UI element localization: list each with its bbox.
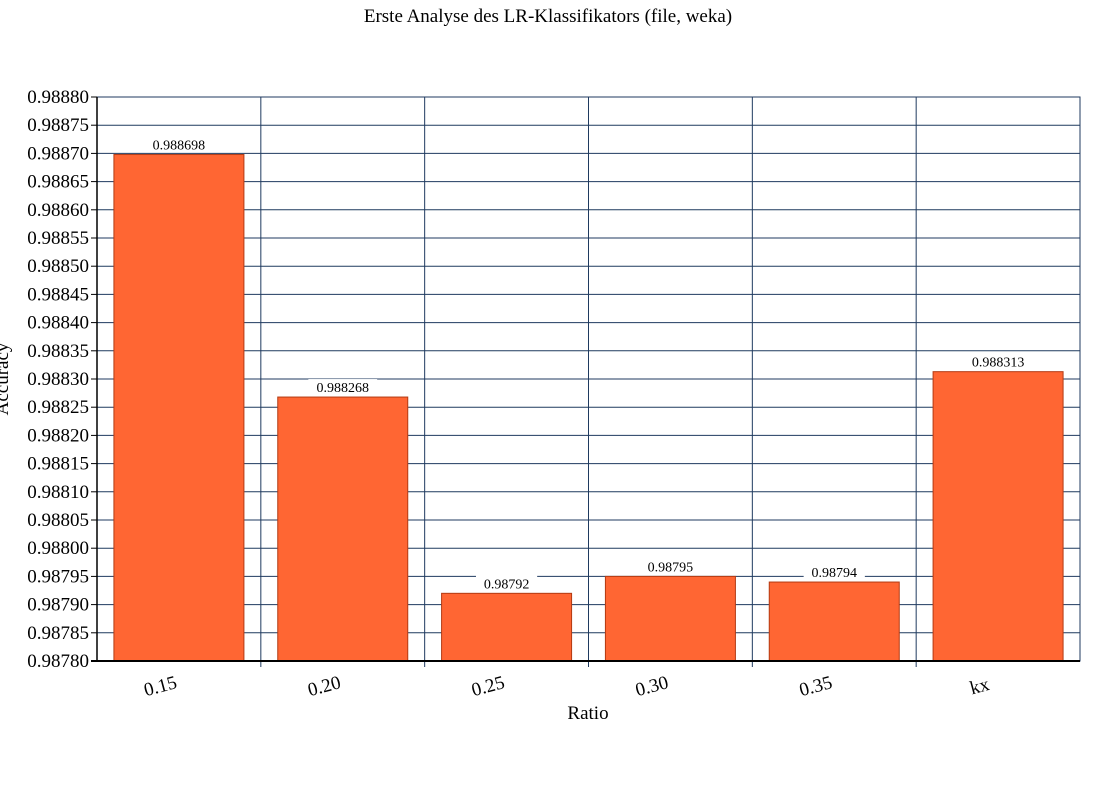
data-label: 0.988313 bbox=[972, 356, 1025, 371]
x-tick-label: 0.35 bbox=[797, 672, 835, 701]
data-label-bg bbox=[475, 575, 538, 592]
y-tick-label: 0.98880 bbox=[27, 87, 89, 108]
y-tick-label: 0.98815 bbox=[27, 454, 89, 475]
y-tick-label: 0.98805 bbox=[27, 510, 89, 531]
bar bbox=[277, 396, 409, 662]
y-tick-label: 0.98860 bbox=[27, 200, 89, 221]
x-axis-label: Ratio bbox=[567, 703, 608, 724]
x-tick-labels: 0.15 0.20 0.25 0.30 0.35 kx bbox=[142, 672, 992, 701]
y-tick-labels: 0.98780 0.98785 0.98790 0.98795 0.98800 0.988… bbox=[27, 87, 89, 672]
y-axis-label: Accuracy bbox=[0, 342, 13, 415]
data-label-bg bbox=[963, 353, 1033, 370]
data-label-bg bbox=[639, 558, 702, 575]
y-tick-label: 0.98795 bbox=[27, 566, 89, 587]
y-tick-label: 0.98780 bbox=[27, 651, 89, 672]
y-tick-label: 0.98820 bbox=[27, 425, 89, 446]
y-tick-label: 0.98825 bbox=[27, 397, 89, 418]
bar bbox=[932, 371, 1064, 662]
y-tick-label: 0.98865 bbox=[27, 172, 89, 193]
data-label: 0.988268 bbox=[317, 381, 370, 396]
x-tick-label: 0.30 bbox=[633, 672, 671, 701]
y-tick-label: 0.98830 bbox=[27, 369, 89, 390]
bar bbox=[113, 154, 245, 662]
x-tick-label: 0.25 bbox=[469, 672, 507, 701]
data-label-bg bbox=[144, 136, 214, 153]
chart-title: Erste Analyse des LR-Klassifikators (fil… bbox=[364, 6, 732, 27]
x-tick-label: 0.20 bbox=[306, 672, 344, 701]
x-tick-label: kx bbox=[968, 674, 992, 699]
x-tick-label: 0.15 bbox=[142, 672, 180, 701]
data-label: 0.98792 bbox=[484, 577, 530, 592]
data-label: 0.98795 bbox=[648, 560, 694, 575]
y-tick-label: 0.98875 bbox=[27, 115, 89, 136]
y-tick-label: 0.98785 bbox=[27, 623, 89, 644]
grid-lines bbox=[96, 96, 1081, 667]
bar bbox=[768, 581, 900, 662]
y-tick-label: 0.98800 bbox=[27, 538, 89, 559]
y-tick-label: 0.98810 bbox=[27, 482, 89, 503]
data-label: 0.98794 bbox=[812, 566, 858, 581]
data-label-bg bbox=[308, 379, 378, 396]
y-tick-label: 0.98850 bbox=[27, 256, 89, 277]
data-label-bg bbox=[803, 564, 865, 581]
data-label: 0.988698 bbox=[153, 139, 206, 154]
y-tick-label: 0.98790 bbox=[27, 595, 89, 616]
bar bbox=[604, 575, 736, 662]
y-tick-label: 0.98840 bbox=[27, 313, 89, 334]
y-tick-label: 0.98835 bbox=[27, 341, 89, 362]
y-tick-label: 0.98870 bbox=[27, 143, 89, 164]
bar bbox=[441, 592, 573, 662]
bars bbox=[113, 154, 1064, 662]
y-tick-label: 0.98855 bbox=[27, 228, 89, 249]
axes bbox=[91, 96, 1080, 662]
data-labels: 0.988698 0.988268 0.98792 0.98795 0.98794 0.9… bbox=[144, 136, 1033, 592]
y-tick-label: 0.98845 bbox=[27, 284, 89, 305]
